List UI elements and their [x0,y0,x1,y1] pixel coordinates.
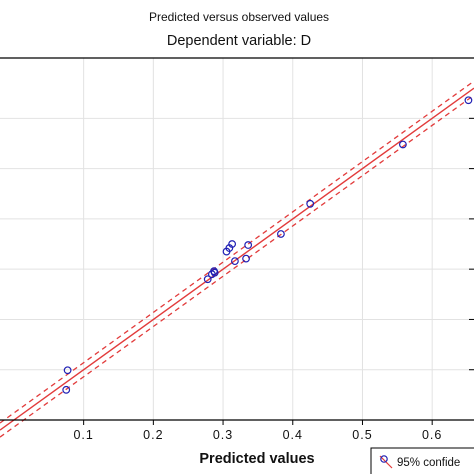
chart-subtitle: Dependent variable: D [167,33,311,49]
x-axis-label: Predicted values [199,451,314,467]
confidence-band-line [0,94,474,438]
legend-box [370,447,474,474]
confidence-band [0,80,474,438]
data-point [464,96,473,105]
x-tick-label: 0.2 [143,428,163,442]
data-point [210,268,219,277]
data-point [63,366,72,375]
x-tick-label: 0.4 [283,428,303,442]
legend-label: 95% confide [397,457,460,469]
x-tick-label: 0.6 [422,428,442,442]
x-tick-label: 0.1 [73,428,93,442]
data-point [277,230,285,238]
data-points [62,96,473,394]
x-axis-ticks: 0.1 0.2 0.3 0.4 0.5 0.6 [73,420,442,442]
data-point [203,275,212,284]
data-point [244,241,253,249]
data-point [306,199,315,208]
legend-point-swatch [380,455,388,463]
data-point [231,257,239,266]
chart-title: Predicted versus observed values [149,10,329,24]
legend: 95% confide [370,447,474,474]
data-point [242,254,250,263]
data-point [399,140,407,149]
confidence-band-line [0,80,474,424]
grid-lines [0,58,474,420]
data-point [62,385,71,394]
x-tick-label: 0.5 [352,428,372,442]
data-point [228,240,237,248]
x-tick-label: 0.3 [213,428,233,442]
plot-frame [0,57,474,421]
